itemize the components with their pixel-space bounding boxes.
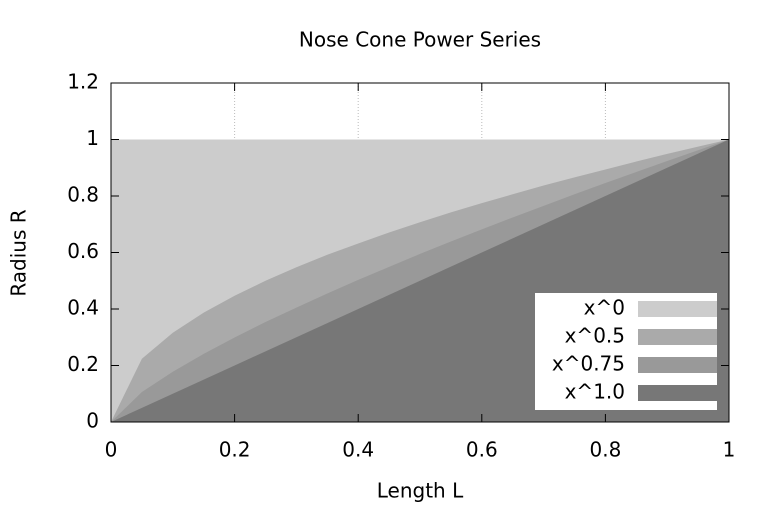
y-tick-label: 0	[86, 409, 99, 433]
y-tick-label: 1.2	[67, 70, 99, 94]
y-tick-label: 0.4	[67, 296, 99, 320]
legend-label: x^1.0	[565, 380, 625, 404]
x-tick-label: 0.4	[342, 438, 374, 462]
x-tick-label: 0.6	[466, 438, 498, 462]
y-tick-label: 0.2	[67, 352, 99, 376]
legend-swatch	[638, 385, 717, 401]
legend-swatch	[638, 329, 717, 345]
x-tick-label: 0	[105, 438, 118, 462]
x-axis-label: Length L	[377, 479, 464, 503]
y-tick-label: 1	[86, 126, 99, 150]
chart-title: Nose Cone Power Series	[299, 28, 541, 52]
legend-swatch	[638, 301, 717, 317]
legend-swatch	[638, 357, 717, 373]
legend: x^0 x^0.5 x^0.75 x^1.0	[535, 293, 717, 410]
legend-label: x^0	[584, 296, 625, 320]
x-tick-label: 0.2	[219, 438, 251, 462]
legend-label: x^0.75	[552, 352, 625, 376]
legend-label: x^0.5	[565, 324, 625, 348]
y-axis-label: Radius R	[7, 209, 31, 296]
x-tick-label: 0.8	[589, 438, 621, 462]
y-tick-label: 0.8	[67, 183, 99, 207]
x-tick-label: 1	[723, 438, 736, 462]
y-tick-label: 0.6	[67, 239, 99, 263]
